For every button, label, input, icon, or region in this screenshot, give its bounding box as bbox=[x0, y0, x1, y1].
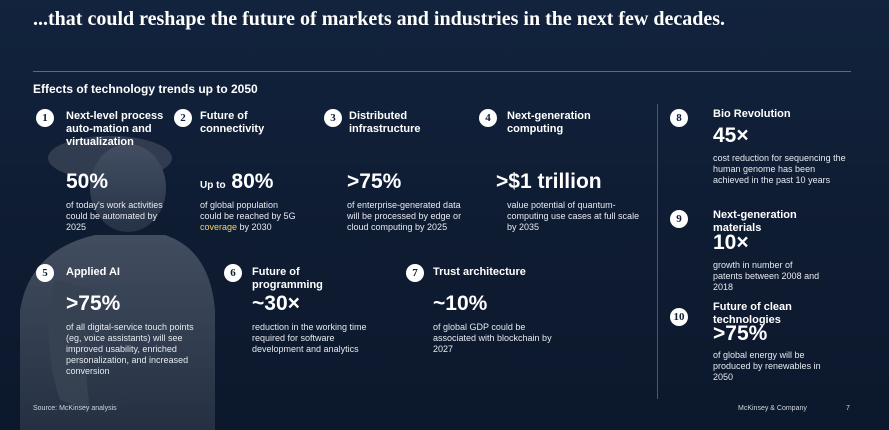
trend-stat-wrap: Up to 80% bbox=[200, 170, 273, 198]
number-badge: 10 bbox=[670, 308, 688, 326]
trend-stat: 10× bbox=[713, 231, 749, 254]
number-badge: 8 bbox=[670, 109, 688, 127]
trend-stat: 45× bbox=[713, 124, 749, 147]
trend-title: Future of clean technologies bbox=[713, 301, 792, 326]
trend-title: Bio Revolution bbox=[713, 108, 791, 120]
trend-stat: ~30× bbox=[252, 292, 300, 315]
number-badge: 2 bbox=[174, 109, 192, 127]
trend-title: Next-generation materials bbox=[713, 209, 797, 234]
number-badge: 7 bbox=[406, 264, 424, 282]
number-badge: 6 bbox=[224, 264, 242, 282]
number-badge: 9 bbox=[670, 210, 688, 228]
page-number: 7 bbox=[846, 405, 850, 412]
trend-stat: ~10% bbox=[433, 292, 488, 315]
trend-title: Future of connectivity bbox=[200, 110, 265, 135]
trend-title: Distributed infrastructure bbox=[349, 110, 421, 135]
company-name: McKinsey & Company bbox=[738, 405, 807, 412]
trend-description: of enterprise-generated data will be pro… bbox=[347, 200, 462, 232]
trend-description-tail: by 2030 bbox=[239, 222, 272, 232]
trend-title: Next-generation computing bbox=[507, 110, 591, 135]
trend-description: of global population could be reached by… bbox=[200, 200, 296, 221]
trend-title: Applied AI bbox=[66, 266, 120, 278]
trend-stat: >$1 trillion bbox=[496, 170, 602, 193]
trend-description: growth in number of patents between 2008… bbox=[713, 260, 820, 292]
trend-description: of all digital-service touch points (eg,… bbox=[66, 322, 194, 376]
number-badge: 1 bbox=[36, 109, 54, 127]
trend-description: of global energy will be produced by ren… bbox=[713, 350, 821, 382]
trend-description: of today's work activities could be auto… bbox=[66, 200, 163, 232]
stat-prefix: Up to bbox=[200, 180, 226, 191]
trend-description: of global GDP could be associated with b… bbox=[433, 322, 552, 354]
number-badge: 3 bbox=[324, 109, 342, 127]
trend-stat: >75% bbox=[66, 292, 121, 315]
highlighted-text: coverage bbox=[200, 222, 238, 232]
number-badge: 5 bbox=[36, 264, 54, 282]
trend-stat: >75% bbox=[347, 170, 402, 193]
trend-stat: 80% bbox=[231, 170, 274, 193]
trend-description: value potential of quantum-computing use… bbox=[507, 200, 640, 232]
trend-stat: >75% bbox=[713, 322, 768, 345]
trend-description: reduction in the working time required f… bbox=[252, 322, 367, 354]
headline: ...that could reshape the future of mark… bbox=[33, 8, 726, 30]
subtitle: Effects of technology trends up to 2050 bbox=[33, 82, 258, 96]
person-silhouette-image bbox=[20, 136, 215, 430]
number-badge: 4 bbox=[479, 109, 497, 127]
trend-description-wrap: of global population could be reached by… bbox=[200, 200, 300, 233]
trend-title: Trust architecture bbox=[433, 266, 526, 278]
source-note: Source: McKinsey analysis bbox=[33, 405, 117, 412]
trend-stat: 50% bbox=[66, 170, 109, 193]
vertical-divider bbox=[657, 104, 658, 399]
divider-line bbox=[33, 71, 851, 72]
trend-description: cost reduction for sequencing the human … bbox=[713, 153, 846, 185]
trend-title: Future of programming bbox=[252, 266, 323, 291]
trend-title: Next-level process auto-mation and virtu… bbox=[66, 110, 164, 148]
